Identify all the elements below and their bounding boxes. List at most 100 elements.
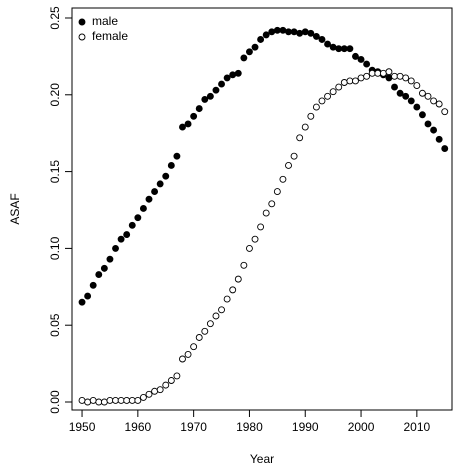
point bbox=[346, 77, 354, 85]
point bbox=[379, 69, 387, 77]
x-tick-label: 1950 bbox=[69, 420, 96, 434]
point bbox=[245, 244, 253, 252]
point bbox=[89, 397, 97, 404]
point bbox=[340, 45, 348, 53]
point bbox=[402, 92, 410, 100]
point bbox=[84, 398, 92, 406]
point bbox=[363, 60, 371, 68]
point bbox=[296, 134, 304, 142]
point bbox=[329, 88, 337, 96]
x-axis-label: Year bbox=[250, 452, 274, 466]
point bbox=[413, 82, 421, 90]
y-tick-label: 0.00 bbox=[48, 390, 62, 414]
point bbox=[245, 48, 253, 56]
point bbox=[167, 377, 175, 384]
point bbox=[262, 31, 270, 39]
point bbox=[435, 135, 443, 143]
point bbox=[430, 126, 438, 134]
point bbox=[413, 103, 421, 111]
point bbox=[112, 397, 119, 404]
point bbox=[156, 180, 164, 188]
x-tick-label: 1970 bbox=[180, 420, 207, 434]
point bbox=[145, 195, 153, 203]
point bbox=[234, 69, 242, 77]
point bbox=[195, 105, 203, 113]
point bbox=[268, 200, 276, 208]
point bbox=[134, 214, 142, 222]
point bbox=[117, 397, 125, 404]
y-axis-label: ASAF bbox=[8, 193, 22, 224]
x-tick-label: 1990 bbox=[292, 420, 319, 434]
point bbox=[352, 77, 359, 85]
point bbox=[151, 387, 159, 395]
point bbox=[318, 36, 326, 43]
point bbox=[89, 281, 97, 289]
point bbox=[407, 77, 415, 85]
point bbox=[179, 355, 186, 363]
point bbox=[117, 235, 125, 243]
point bbox=[212, 86, 220, 94]
point bbox=[229, 286, 237, 294]
point bbox=[190, 112, 198, 120]
point bbox=[301, 123, 309, 131]
point bbox=[318, 97, 326, 105]
point bbox=[257, 36, 265, 43]
point bbox=[184, 120, 192, 128]
point bbox=[430, 97, 438, 105]
point bbox=[123, 397, 131, 404]
point bbox=[418, 89, 426, 97]
point bbox=[307, 29, 315, 37]
point bbox=[441, 108, 449, 116]
point bbox=[251, 43, 259, 51]
point bbox=[134, 397, 142, 404]
point bbox=[123, 231, 131, 239]
point bbox=[424, 92, 432, 100]
point bbox=[156, 386, 164, 394]
legend-marker bbox=[78, 18, 86, 26]
point bbox=[151, 188, 159, 196]
point bbox=[162, 381, 170, 389]
point bbox=[201, 95, 209, 103]
point bbox=[312, 103, 320, 111]
point bbox=[352, 52, 359, 60]
point bbox=[223, 295, 231, 303]
point bbox=[106, 255, 114, 263]
point bbox=[128, 221, 136, 229]
y-tick-label: 0.25 bbox=[48, 6, 62, 30]
point bbox=[418, 111, 426, 119]
point bbox=[385, 74, 393, 82]
legend-marker bbox=[78, 33, 86, 41]
point bbox=[329, 43, 337, 51]
point bbox=[128, 397, 136, 404]
point bbox=[335, 45, 343, 53]
point bbox=[195, 334, 203, 341]
point bbox=[424, 120, 432, 128]
point bbox=[212, 312, 220, 320]
point bbox=[290, 152, 298, 160]
y-tick-label: 0.05 bbox=[48, 313, 62, 337]
point bbox=[273, 188, 281, 196]
point bbox=[173, 152, 181, 160]
point bbox=[251, 235, 259, 243]
point bbox=[100, 264, 108, 272]
plot-box bbox=[71, 7, 453, 411]
legend-label: female bbox=[92, 29, 128, 43]
x-tick-label: 1980 bbox=[236, 420, 263, 434]
point bbox=[374, 69, 382, 77]
point bbox=[296, 29, 304, 37]
point bbox=[184, 350, 192, 358]
x-tick-label: 2000 bbox=[348, 420, 375, 434]
point bbox=[100, 398, 108, 406]
point bbox=[218, 80, 225, 88]
point bbox=[346, 45, 354, 53]
point bbox=[106, 397, 114, 404]
point bbox=[340, 79, 348, 86]
point bbox=[285, 28, 292, 36]
point bbox=[391, 83, 398, 91]
point bbox=[391, 72, 398, 80]
point bbox=[335, 83, 343, 91]
point bbox=[357, 74, 365, 82]
point bbox=[396, 89, 404, 97]
point bbox=[179, 123, 186, 131]
point bbox=[279, 26, 287, 34]
